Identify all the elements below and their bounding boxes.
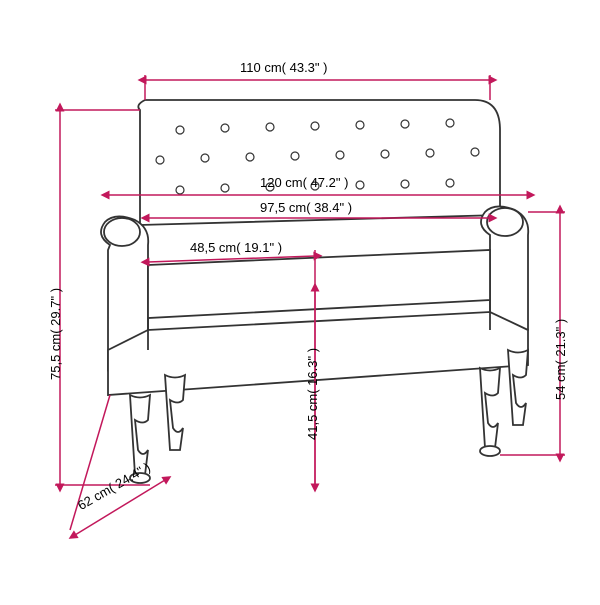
- label-overall-height: 75,5 cm( 29.7" ): [48, 288, 63, 380]
- label-seat-width: 97,5 cm( 38.4" ): [260, 200, 352, 215]
- label-seat-half: 48,5 cm( 19.1" ): [190, 240, 282, 255]
- label-backrest-width: 110 cm( 43.3" ): [240, 60, 327, 75]
- diagram-canvas: 110 cm( 43.3" ) 120 cm( 47.2" ) 97,5 cm(…: [0, 0, 600, 600]
- label-leg-height: 41,5 cm( 16.3" ): [305, 348, 320, 440]
- label-arm-height: 54 cm( 21.3" ): [553, 319, 568, 400]
- sofa-dimension-svg: [0, 0, 600, 600]
- label-overall-width: 120 cm( 47.2" ): [260, 175, 348, 190]
